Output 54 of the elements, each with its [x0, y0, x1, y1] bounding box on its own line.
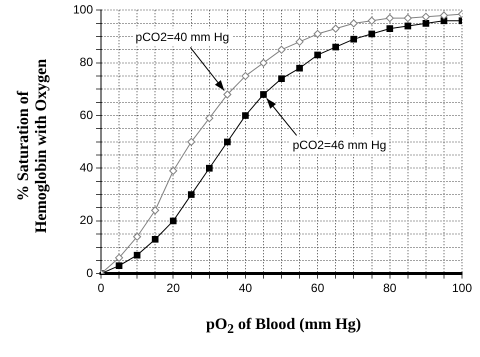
point	[134, 252, 140, 258]
x-tick-label: 40	[238, 281, 252, 296]
point	[314, 30, 322, 38]
y-axis-title: % Saturation of Hemoglobin with Oxygen	[15, 58, 51, 234]
point	[440, 11, 448, 20]
y-tick-label: 20	[80, 213, 94, 228]
point	[206, 164, 213, 172]
y-tick-label: 80	[80, 55, 94, 70]
y-tick-label: 40	[80, 160, 94, 175]
annotation: pCO2=46 mm Hg	[292, 138, 386, 152]
x-tick-label: 80	[383, 281, 397, 296]
point	[386, 14, 394, 22]
point	[314, 52, 321, 58]
point	[422, 12, 430, 21]
point	[278, 75, 285, 82]
point	[223, 90, 232, 98]
point	[260, 91, 267, 98]
point	[241, 72, 250, 80]
point	[296, 38, 304, 46]
point	[332, 44, 339, 50]
x-tick-label: 20	[166, 281, 180, 296]
annotation: pCO2=40 mm Hg	[136, 30, 230, 44]
point	[259, 58, 268, 67]
point	[133, 232, 142, 241]
point	[350, 19, 358, 28]
point	[224, 138, 231, 146]
point	[188, 191, 195, 198]
point	[404, 14, 412, 22]
point	[187, 138, 196, 146]
point	[350, 36, 358, 43]
point	[115, 254, 124, 262]
x-tick-label: 0	[98, 281, 105, 296]
point	[422, 20, 430, 27]
point	[278, 46, 286, 54]
point	[205, 114, 214, 122]
x-tick-label: 60	[310, 281, 325, 296]
point	[404, 22, 412, 30]
point	[296, 64, 303, 72]
x-tick-label: 100	[452, 281, 472, 296]
point	[440, 17, 448, 24]
point	[368, 16, 376, 25]
point	[386, 25, 394, 32]
point	[332, 24, 340, 33]
y-tick-label: 60	[80, 108, 94, 122]
point	[116, 262, 122, 270]
point	[169, 166, 178, 175]
point	[152, 236, 158, 243]
y-tick-label: 100	[72, 2, 94, 17]
y-tick-label: 0	[86, 266, 94, 280]
point	[368, 30, 376, 38]
point	[242, 112, 249, 119]
point	[151, 206, 160, 214]
point	[170, 218, 177, 224]
x-axis-title: pO$_{2}$ of Blood (mm Hg)	[204, 316, 362, 338]
